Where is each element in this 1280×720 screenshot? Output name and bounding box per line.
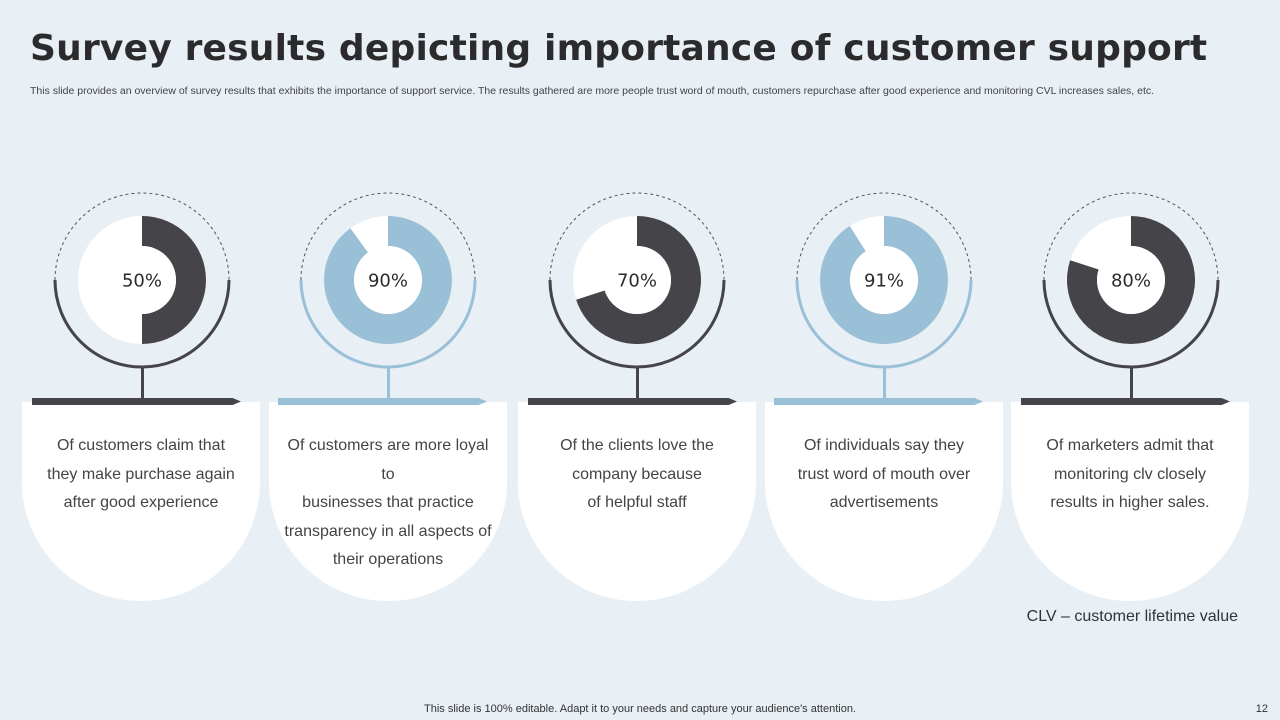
stat-description: Of individuals say they trust word of mou… (779, 432, 989, 518)
stat-description-line: of helpful staff (587, 494, 687, 512)
donut-chart: 91% (795, 192, 973, 369)
slide-subtitle: This slide provides an overview of surve… (30, 85, 1155, 97)
stat-connector-stem (1129, 366, 1133, 398)
donut-chart: 50% (53, 192, 231, 369)
donut-hole (1097, 246, 1165, 314)
donut-value-segment (1066, 216, 1195, 344)
stat-connector-stem (386, 366, 390, 398)
stat-description-line: advertisements (829, 494, 939, 512)
stat-connector-bar (278, 398, 487, 405)
donut-percent-label: 80% (1111, 271, 1151, 292)
stat-description-line: Of customers are more loyal to (287, 437, 489, 483)
donut-chart: 70% (548, 192, 726, 369)
donut-percent-label: 90% (368, 271, 408, 292)
stat-description-line: trust word of mouth over (797, 465, 971, 483)
donut-chart: 90% (299, 192, 477, 369)
stat-description: Of the clients love the company because of… (532, 432, 742, 518)
stat-description-line: Of the clients love the (560, 437, 714, 454)
stat-connector-bar (1021, 398, 1230, 405)
stat-connector-stem (140, 366, 144, 398)
donut-hole (354, 246, 422, 314)
stat-description-line: businesses that practice (302, 494, 474, 512)
clv-note: CLV – customer lifetime value (1026, 608, 1238, 625)
stat-card: Of customers are more loyal to businesses… (269, 402, 507, 601)
stat-description-line: company because (572, 465, 702, 483)
stat-description-line: their operations (332, 551, 444, 569)
stat-description: Of customers are more loyal to businesses… (283, 432, 493, 575)
solid-outer-arc (1042, 279, 1220, 369)
footer-text: This slide is 100% editable. Adapt it to… (424, 703, 856, 715)
stat-connector-bar (774, 398, 983, 405)
stat-description-line: Of customers claim that (56, 437, 226, 454)
stat-description-line: they make purchase again (47, 465, 235, 483)
stat-description: Of marketers admit that monitoring clv cl… (1025, 432, 1235, 518)
slide-title: Survey results depicting importance of c… (30, 28, 1208, 69)
donut-percent-label: 50% (122, 271, 162, 292)
solid-outer-arc (795, 279, 973, 369)
stat-card: Of individuals say they trust word of mou… (765, 402, 1003, 601)
donut-hole (850, 246, 918, 314)
stat-description: Of customers claim that they make purchas… (36, 432, 246, 518)
donut-hole (108, 246, 176, 314)
donut-value-segment (142, 216, 206, 344)
stat-card: Of customers claim that they make purchas… (22, 402, 260, 601)
stat-description-line: Of individuals say they (803, 437, 965, 454)
stat-description-line: Of marketers admit that (1046, 437, 1214, 454)
stat-connector-bar (528, 398, 737, 405)
stat-description-line: monitoring clv closely (1053, 465, 1207, 483)
solid-outer-arc (53, 279, 231, 369)
stat-description-line: results in higher sales. (1050, 494, 1210, 512)
stat-description-line: transparency in all aspects of (284, 522, 492, 540)
stat-connector-bar (32, 398, 241, 405)
donut-percent-label: 70% (617, 271, 657, 292)
solid-outer-arc (548, 279, 726, 369)
donut-percent-label: 91% (864, 271, 904, 292)
donut-value-segment (819, 216, 948, 344)
donut-value-segment (576, 216, 701, 344)
stat-card: Of the clients love the company because of… (518, 402, 756, 601)
stat-connector-stem (882, 366, 886, 398)
donut-chart: 80% (1042, 192, 1220, 369)
solid-outer-arc (299, 279, 477, 369)
stat-description-line: after good experience (63, 494, 219, 512)
donut-value-segment (323, 216, 452, 344)
stat-connector-stem (635, 366, 639, 398)
stat-card: Of marketers admit that monitoring clv cl… (1011, 402, 1249, 601)
page-number: 12 (1255, 703, 1268, 715)
donut-hole (603, 246, 671, 314)
